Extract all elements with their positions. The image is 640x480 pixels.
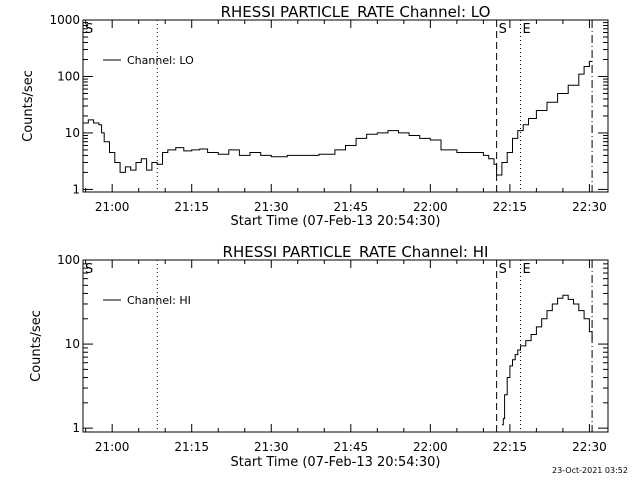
y-axis-label: Counts/sec <box>29 310 44 382</box>
footer-timestamp: 23-Oct-2021 03:52 <box>552 466 628 475</box>
panel-hi: RHESSI PARTICLE_RATE Channel: HI 21:00 21:… <box>29 243 609 470</box>
panel-lo: RHESSI PARTICLE_RATE Channel: LO 21:00 21:… <box>21 3 609 229</box>
x-tick-label: 21:15 <box>174 440 209 454</box>
y-tick-label: 1 <box>72 421 80 435</box>
time-marker-label: S <box>85 262 93 277</box>
x-tick-label: 21:45 <box>334 440 369 454</box>
time-marker-label: E <box>523 22 531 37</box>
x-tick-label: 21:30 <box>254 200 289 214</box>
x-axis-label: Start Time (07-Feb-13 20:54:30) <box>231 214 441 229</box>
y-tick-label: 1 <box>72 182 80 196</box>
chart-title: RHESSI PARTICLE_RATE Channel: HI <box>223 243 489 262</box>
x-tick-label: 21:30 <box>254 440 289 454</box>
plot-frame <box>82 19 609 193</box>
x-tick-label: 22:15 <box>493 200 528 214</box>
time-marker-label: S <box>499 262 507 277</box>
y-tick-label: 10 <box>65 126 80 140</box>
legend-label: Channel: LO <box>127 54 194 67</box>
x-tick-label: 22:30 <box>572 200 607 214</box>
y-tick-label: 1000 <box>49 13 80 27</box>
x-tick-label: 21:15 <box>174 200 209 214</box>
series-line <box>83 60 593 176</box>
y-tick-label: 10 <box>65 337 80 351</box>
x-tick-label: 22:00 <box>413 440 448 454</box>
y-axis-label: Counts/sec <box>21 70 36 142</box>
series-line <box>501 294 593 426</box>
x-axis-label: Start Time (07-Feb-13 20:54:30) <box>231 455 441 470</box>
x-tick-label: 22:00 <box>413 200 448 214</box>
x-tick-label: 22:15 <box>493 440 528 454</box>
legend-label: Channel: HI <box>127 294 191 307</box>
plot-frame <box>82 259 609 433</box>
chart-title: RHESSI PARTICLE_RATE Channel: LO <box>221 3 491 22</box>
y-tick-label: 100 <box>57 69 80 83</box>
x-tick-label: 22:30 <box>572 440 607 454</box>
y-tick-label: 100 <box>57 253 80 267</box>
x-tick-label: 21:45 <box>334 200 369 214</box>
x-tick-label: 21:00 <box>95 200 130 214</box>
time-marker-label: S <box>85 22 93 37</box>
time-marker-label: S <box>499 22 507 37</box>
x-tick-label: 21:00 <box>95 440 130 454</box>
time-marker-label: E <box>523 262 531 277</box>
